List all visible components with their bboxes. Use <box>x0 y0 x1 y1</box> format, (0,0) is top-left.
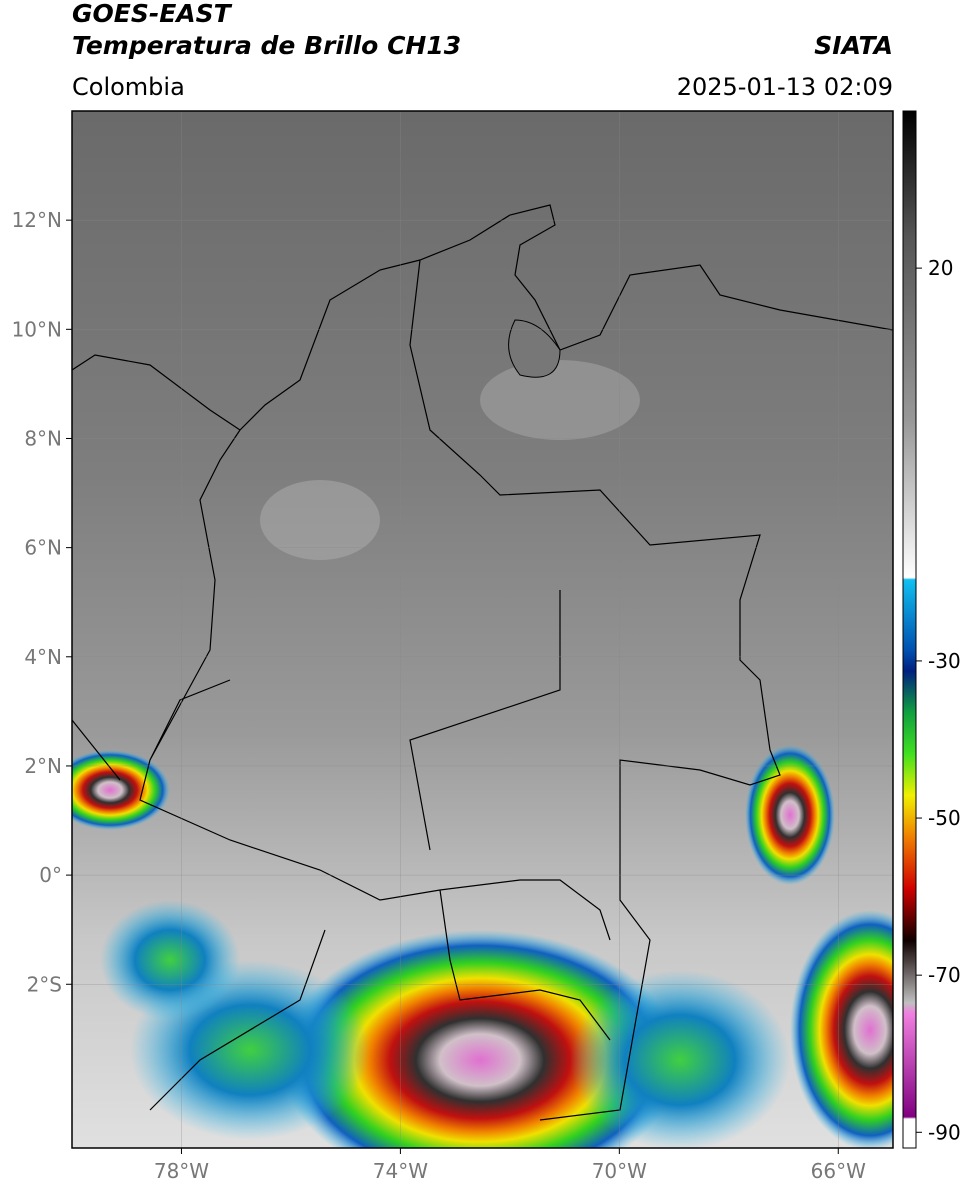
y-tick-label: 10°N <box>12 317 62 341</box>
y-tick-label: 12°N <box>12 208 62 232</box>
title: Temperatura de Brillo CH13 <box>72 31 461 60</box>
map-image <box>72 111 893 1148</box>
source: SIATA <box>814 31 893 60</box>
x-tick-label: 66°W <box>811 1159 866 1183</box>
y-tick-label: 4°N <box>24 645 62 669</box>
x-tick-label: 74°W <box>373 1159 428 1183</box>
colorbar-label: -90 <box>928 1120 961 1144</box>
x-tick-label: 78°W <box>154 1159 209 1183</box>
colorbar-label: -30 <box>928 649 961 673</box>
ticks: 78°W 74°W 70°W 66°W 12°N 10°N 8°N 6°N 4°N 2°N 0° 2°… <box>12 111 961 1183</box>
x-tick-label: 70°W <box>592 1159 647 1183</box>
y-tick-label: 2°S <box>27 972 62 996</box>
colorbar-label: -50 <box>928 806 961 830</box>
colorbar-label: 20 <box>928 256 953 280</box>
y-tick-label: 0° <box>39 863 62 887</box>
map-frame <box>71 110 894 1149</box>
y-tick-label: 2°N <box>24 754 62 778</box>
y-tick-label: 6°N <box>24 536 62 560</box>
datetime: 2025-01-13 02:09 <box>677 73 893 101</box>
region: Colombia <box>72 73 185 101</box>
title: GOES-EAST <box>72 0 233 28</box>
colorbar-label: -70 <box>928 963 961 987</box>
y-tick-label: 8°N <box>24 426 62 450</box>
colorbar <box>902 110 917 1149</box>
